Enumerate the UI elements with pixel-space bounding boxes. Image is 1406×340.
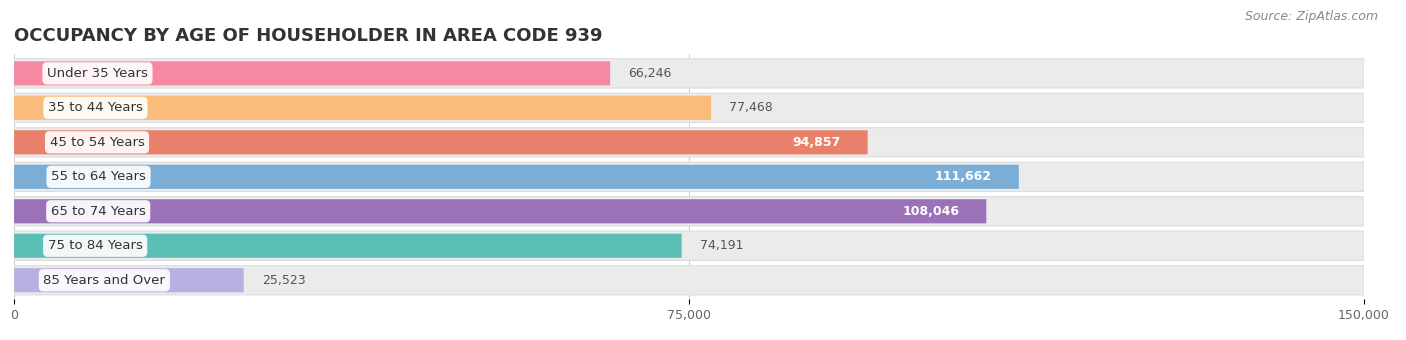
Text: Under 35 Years: Under 35 Years — [46, 67, 148, 80]
FancyBboxPatch shape — [14, 197, 1364, 226]
Text: 45 to 54 Years: 45 to 54 Years — [49, 136, 145, 149]
FancyBboxPatch shape — [14, 266, 1364, 295]
FancyBboxPatch shape — [14, 199, 986, 223]
Text: 25,523: 25,523 — [262, 274, 305, 287]
Text: 108,046: 108,046 — [903, 205, 959, 218]
Text: Source: ZipAtlas.com: Source: ZipAtlas.com — [1244, 10, 1378, 23]
Text: 75 to 84 Years: 75 to 84 Years — [48, 239, 142, 252]
FancyBboxPatch shape — [14, 128, 1364, 157]
Text: 111,662: 111,662 — [935, 170, 991, 183]
FancyBboxPatch shape — [14, 93, 1364, 122]
Text: 66,246: 66,246 — [628, 67, 672, 80]
FancyBboxPatch shape — [14, 268, 243, 292]
FancyBboxPatch shape — [14, 59, 1364, 88]
Text: 74,191: 74,191 — [700, 239, 744, 252]
Text: 77,468: 77,468 — [730, 101, 773, 114]
FancyBboxPatch shape — [14, 96, 711, 120]
FancyBboxPatch shape — [14, 165, 1019, 189]
Text: 55 to 64 Years: 55 to 64 Years — [51, 170, 146, 183]
FancyBboxPatch shape — [14, 234, 682, 258]
Text: 94,857: 94,857 — [793, 136, 841, 149]
FancyBboxPatch shape — [14, 162, 1364, 191]
Text: OCCUPANCY BY AGE OF HOUSEHOLDER IN AREA CODE 939: OCCUPANCY BY AGE OF HOUSEHOLDER IN AREA … — [14, 27, 603, 45]
FancyBboxPatch shape — [14, 61, 610, 85]
Text: 85 Years and Over: 85 Years and Over — [44, 274, 166, 287]
FancyBboxPatch shape — [14, 231, 1364, 260]
Text: 65 to 74 Years: 65 to 74 Years — [51, 205, 146, 218]
FancyBboxPatch shape — [14, 130, 868, 154]
Text: 35 to 44 Years: 35 to 44 Years — [48, 101, 143, 114]
